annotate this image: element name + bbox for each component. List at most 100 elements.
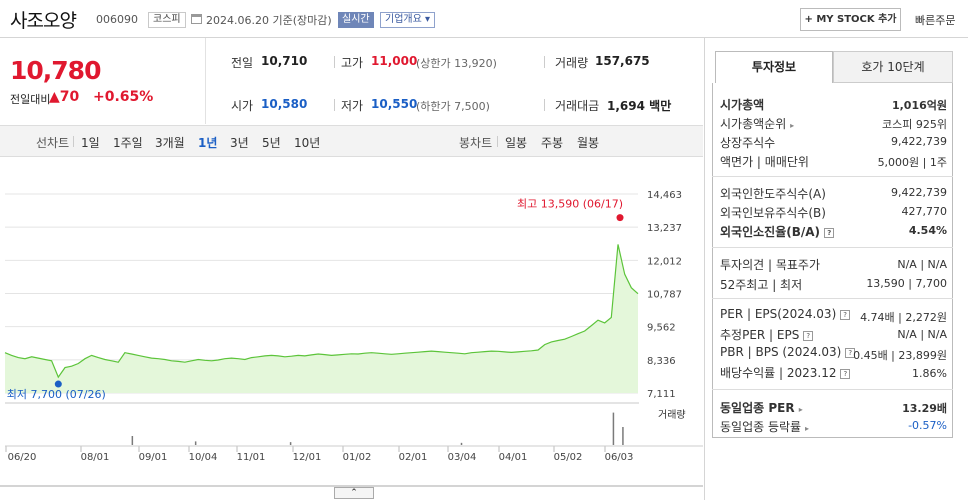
open-label: 시가 xyxy=(231,99,254,113)
x-tick-label: 10/04 xyxy=(189,452,218,463)
volume-bar xyxy=(289,442,292,445)
high-value: 11,000 xyxy=(371,54,418,68)
divider xyxy=(712,298,953,299)
volume-label: 거래량 xyxy=(658,409,686,421)
volume-bar xyxy=(131,436,134,445)
volume-bar xyxy=(460,442,463,445)
candle-monthly[interactable]: 월봉 xyxy=(577,136,600,150)
market-badge: 코스피 xyxy=(148,12,186,28)
separator xyxy=(544,56,545,68)
par-value: 5,000원 | 1주 xyxy=(877,156,947,169)
help-icon[interactable]: ? xyxy=(824,227,835,238)
header-bar xyxy=(0,0,968,38)
change-amount: 70 xyxy=(59,89,80,105)
est-row: 추정PER | EPS ? xyxy=(720,326,814,343)
volume-label: 거래량 xyxy=(555,56,589,70)
x-tick-label: 03/04 xyxy=(448,452,477,463)
x-tick-label: 08/01 xyxy=(81,452,110,463)
chevron-right-icon: ▸ xyxy=(804,424,809,433)
amount-unit: 백만 xyxy=(649,99,672,113)
foreign-limit-label: 외국인한도주식수(A) xyxy=(720,187,826,201)
industry-rate-link[interactable]: 동일업종 등락률 ▸ xyxy=(720,418,809,435)
period-1d[interactable]: 1일 xyxy=(81,136,100,150)
tab-order-book[interactable]: 호가 10단계 xyxy=(833,51,953,83)
foreign-hold-label: 외국인보유주식수(B) xyxy=(720,206,826,220)
y-tick-label: 12,012 xyxy=(647,256,682,267)
prev-value: 10,710 xyxy=(261,54,308,68)
my-stock-label: MY STOCK 추가 xyxy=(816,14,897,25)
x-tick-label: 05/02 xyxy=(554,452,583,463)
chevron-right-icon: ▸ xyxy=(798,405,803,414)
period-10y[interactable]: 10년 xyxy=(294,136,321,150)
price-line xyxy=(4,244,639,379)
price-chart[interactable]: 14,46313,23712,01210,7879,5628,3367,111 … xyxy=(0,160,703,500)
y-tick-label: 13,237 xyxy=(647,223,682,234)
change-value: ▲70 xyxy=(49,89,79,105)
candle-weekly[interactable]: 주봉 xyxy=(541,136,564,150)
company-info-label: 기업개요 xyxy=(385,14,422,25)
tab-invest-info[interactable]: 투자정보 xyxy=(715,51,833,83)
per-row: PER | EPS(2024.03) ? xyxy=(720,307,851,321)
industry-rate-label: 동일업종 등락률 xyxy=(720,420,802,434)
period-3y[interactable]: 3년 xyxy=(230,136,249,150)
y-tick-label: 7,111 xyxy=(647,389,676,400)
help-icon[interactable]: ? xyxy=(845,347,856,358)
date-label: 2024.06.20 기준(장마감) xyxy=(206,14,332,27)
current-price: 10,780 xyxy=(10,56,101,85)
pbr-label: PBR | BPS (2024.03) xyxy=(720,345,842,359)
info-panel xyxy=(704,38,968,500)
y-tick-label: 10,787 xyxy=(647,290,682,301)
change-label: 전일대비 xyxy=(10,93,51,106)
dividend-row: 배당수익률 | 2023.12 ? xyxy=(720,364,851,381)
stock-name: 사조오양 xyxy=(10,10,77,32)
my-stock-add-button[interactable]: + MY STOCK 추가 xyxy=(800,8,901,31)
x-tick-label: 12/01 xyxy=(293,452,322,463)
foreign-hold-value: 427,770 xyxy=(901,205,948,218)
separator xyxy=(334,56,335,68)
industry-per-link[interactable]: 동일업종 PER ▸ xyxy=(720,399,803,416)
pbr-value: 0.45배 | 23,899원 xyxy=(853,349,947,362)
x-tick-label: 06/20 xyxy=(8,452,37,463)
dividend-value: 1.86% xyxy=(912,367,947,380)
market-cap-rank-value: 코스피 925위 xyxy=(882,118,947,131)
opinion-label: 투자의견 | 목표주가 xyxy=(720,258,820,272)
quick-order-button[interactable]: 빠른주문 xyxy=(915,14,956,27)
shares-label: 상장주식수 xyxy=(720,136,776,150)
market-cap-label: 시가총액 xyxy=(720,98,765,112)
help-icon[interactable]: ? xyxy=(840,368,851,379)
period-1w[interactable]: 1주일 xyxy=(113,136,143,150)
x-tick-label: 04/01 xyxy=(499,452,528,463)
opinion-value: N/A | N/A xyxy=(897,258,947,271)
x-tick-label: 09/01 xyxy=(139,452,168,463)
period-3m[interactable]: 3개월 xyxy=(155,136,185,150)
volume-bar xyxy=(612,412,615,445)
industry-per-value: 13.29배 xyxy=(902,402,947,415)
market-cap-rank-link[interactable]: 시가총액순위 ▸ xyxy=(720,115,794,132)
market-cap-rank-label: 시가총액순위 xyxy=(720,117,787,131)
prev-label: 전일 xyxy=(231,56,254,70)
low-label: 저가 xyxy=(341,99,364,113)
pbr-row: PBR | BPS (2024.03) ? xyxy=(720,345,856,359)
chart-toolbar xyxy=(0,125,703,157)
realtime-badge[interactable]: 실시간 xyxy=(338,12,374,28)
amount-number: 1,694 xyxy=(607,99,645,113)
low-marker xyxy=(54,380,62,388)
low-value: 10,550 xyxy=(371,97,418,111)
help-icon[interactable]: ? xyxy=(803,330,814,341)
est-label: 추정PER | EPS xyxy=(720,328,800,342)
separator xyxy=(544,99,545,111)
period-5y[interactable]: 5년 xyxy=(262,136,281,150)
dividend-label: 배당수익률 | 2023.12 xyxy=(720,366,837,380)
collapse-chart-button[interactable]: ⌃ xyxy=(334,487,374,499)
high-label: 고가 xyxy=(341,56,364,70)
help-icon[interactable]: ? xyxy=(840,309,851,320)
plus-icon: + xyxy=(804,14,813,25)
amount-label: 거래대금 xyxy=(555,99,600,113)
company-info-dropdown[interactable]: 기업개요 ▾ xyxy=(380,12,436,28)
period-1y[interactable]: 1년 xyxy=(198,136,218,150)
volume-bar xyxy=(194,441,197,445)
upper-limit: (상한가 13,920) xyxy=(416,57,497,70)
high-annotation: 최고 13,590 (06/17) xyxy=(517,198,623,211)
candle-daily[interactable]: 일봉 xyxy=(505,136,528,150)
foreign-ratio-value: 4.54% xyxy=(908,224,947,237)
